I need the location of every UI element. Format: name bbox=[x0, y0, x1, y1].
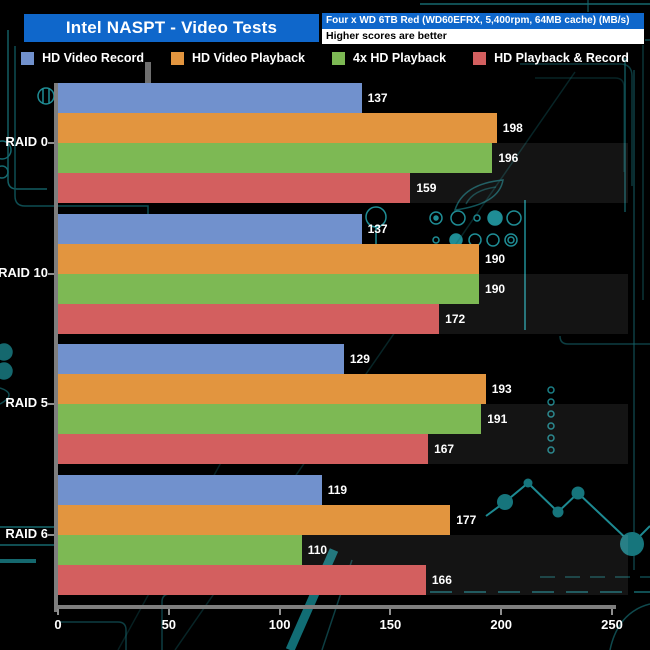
bar-hd-playback-record bbox=[58, 303, 440, 334]
bar-value-label: 198 bbox=[502, 121, 523, 135]
x-tick-label: 150 bbox=[379, 617, 402, 632]
legend-swatch-icon bbox=[170, 51, 184, 65]
legend-swatch-icon bbox=[332, 51, 345, 65]
bar-value-label: 119 bbox=[327, 482, 348, 497]
category-tick-mark bbox=[48, 533, 54, 536]
legend-label: HD Video Playback bbox=[191, 51, 305, 65]
category-tick-mark bbox=[48, 403, 54, 405]
x-tick-mark bbox=[500, 609, 503, 615]
category-label: RAID 5 bbox=[5, 395, 48, 410]
bar-hd-video-playback bbox=[58, 504, 451, 535]
bar-4x-hd-playback bbox=[58, 143, 493, 173]
x-tick-label: 50 bbox=[161, 617, 177, 632]
bar-value-label: 177 bbox=[456, 512, 477, 527]
bar-4x-hd-playback bbox=[58, 534, 302, 565]
bar-hd-video-record bbox=[58, 344, 344, 374]
bar-row-raid-5-hd-playback-record: 167 bbox=[58, 434, 612, 464]
bar-hd-playback-record bbox=[58, 173, 411, 203]
bar-row-raid-10-hd-video-record: 137 bbox=[58, 213, 612, 244]
bar-hd-video-playback bbox=[58, 374, 486, 404]
x-tick-mark bbox=[278, 609, 281, 615]
y-axis-line bbox=[54, 83, 58, 612]
bar-hd-video-record bbox=[58, 83, 362, 113]
x-tick-mark bbox=[57, 609, 59, 615]
bar-row-raid-6-4x-hd-playback: 110 bbox=[58, 534, 612, 565]
bar-row-raid-6-hd-playback-record: 166 bbox=[58, 564, 612, 595]
category-label: RAID 10 bbox=[0, 264, 48, 280]
category-group-raid-0: RAID 0 137 198 196 159 bbox=[5, 83, 628, 214]
category-label: RAID 0 bbox=[5, 134, 48, 149]
bar-4x-hd-playback bbox=[58, 404, 482, 434]
legend-label: HD Video Record bbox=[42, 51, 144, 65]
drive-config-label: Four x WD 6TB Red (WD60EFRX, 5,400rpm, 6… bbox=[322, 13, 644, 29]
legend-item-hd-playback-record: HD Playback & Record bbox=[473, 51, 629, 65]
bar-value-label: 190 bbox=[485, 281, 506, 296]
bar-value-label: 196 bbox=[498, 151, 519, 165]
bar-value-label: 167 bbox=[434, 442, 455, 456]
x-axis-line bbox=[54, 605, 616, 609]
bar-value-label: 191 bbox=[487, 412, 508, 426]
bar-value-label: 129 bbox=[349, 352, 370, 366]
bar-hd-video-playback bbox=[58, 243, 480, 274]
legend-item-hd-video-playback: HD Video Playback bbox=[170, 51, 305, 65]
x-tick-label: 250 bbox=[601, 617, 623, 632]
bar-hd-video-record bbox=[58, 474, 322, 505]
chart-title: Intel NASPT - Video Tests bbox=[24, 14, 319, 42]
bar-row-raid-0-hd-video-playback: 198 bbox=[58, 113, 612, 143]
legend-label: 4x HD Playback bbox=[353, 51, 447, 65]
x-tick-mark bbox=[167, 609, 170, 615]
legend-item-hd-video-record: HD Video Record bbox=[21, 51, 144, 65]
legend-label: HD Playback & Record bbox=[494, 51, 629, 65]
legend-item-4x-hd-playback: 4x HD Playback bbox=[332, 51, 446, 65]
bar-value-label: 159 bbox=[416, 181, 437, 195]
bar-hd-playback-record bbox=[58, 434, 429, 464]
legend-swatch-icon bbox=[473, 51, 487, 65]
bar-row-raid-10-4x-hd-playback: 190 bbox=[58, 273, 612, 304]
x-tick-label: 100 bbox=[268, 617, 291, 632]
bar-row-raid-5-hd-video-playback: 193 bbox=[58, 374, 612, 404]
bar-4x-hd-playback bbox=[58, 273, 480, 304]
bar-row-raid-6-hd-video-record: 119 bbox=[58, 474, 612, 505]
category-group-raid-10: RAID 10 137 190 190 172 bbox=[0, 213, 628, 345]
category-tick-mark bbox=[48, 272, 54, 275]
bar-hd-video-playback bbox=[58, 113, 497, 143]
bar-value-label: 137 bbox=[367, 91, 388, 105]
legend-swatch-icon bbox=[21, 51, 35, 65]
bar-row-raid-10-hd-playback-record: 172 bbox=[58, 303, 612, 334]
legend: HD Video Record HD Video Playback 4x HD Pl… bbox=[0, 48, 650, 68]
bar-row-raid-10-hd-video-playback: 190 bbox=[58, 243, 612, 274]
x-tick-mark bbox=[611, 609, 613, 615]
category-tick-mark bbox=[48, 142, 54, 144]
category-label: RAID 6 bbox=[5, 525, 48, 541]
bar-row-raid-0-4x-hd-playback: 196 bbox=[58, 143, 612, 173]
category-group-raid-6: RAID 6 119 177 110 166 bbox=[5, 474, 628, 606]
plot-area: RAID 0 137 198 196 159 RAID 10 137 190 190 172 RAI… bbox=[0, 83, 628, 632]
x-tick-label: 0 bbox=[54, 617, 62, 632]
bar-value-label: 193 bbox=[491, 382, 512, 396]
bar-row-raid-0-hd-video-record: 137 bbox=[58, 83, 612, 113]
category-group-raid-5: RAID 5 129 193 191 167 bbox=[5, 344, 628, 475]
bar-row-raid-0-hd-playback-record: 159 bbox=[58, 173, 612, 203]
bar-row-raid-5-hd-video-record: 129 bbox=[58, 344, 612, 374]
x-tick-mark bbox=[389, 609, 392, 615]
bar-value-label: 190 bbox=[485, 251, 506, 266]
bar-value-label: 172 bbox=[445, 311, 466, 326]
bar-hd-playback-record bbox=[58, 564, 426, 595]
bar-value-label: 166 bbox=[431, 572, 452, 587]
x-tick-label: 200 bbox=[490, 617, 513, 632]
subtitle-box: Four x WD 6TB Red (WD60EFRX, 5,400rpm, 6… bbox=[321, 12, 645, 45]
bar-value-label: 110 bbox=[307, 542, 328, 557]
bar-row-raid-5-4x-hd-playback: 191 bbox=[58, 404, 612, 434]
bar-row-raid-6-hd-video-playback: 177 bbox=[58, 504, 612, 535]
bar-hd-video-record bbox=[58, 213, 362, 244]
bar-value-label: 137 bbox=[367, 221, 388, 236]
higher-scores-note: Higher scores are better bbox=[322, 29, 644, 44]
